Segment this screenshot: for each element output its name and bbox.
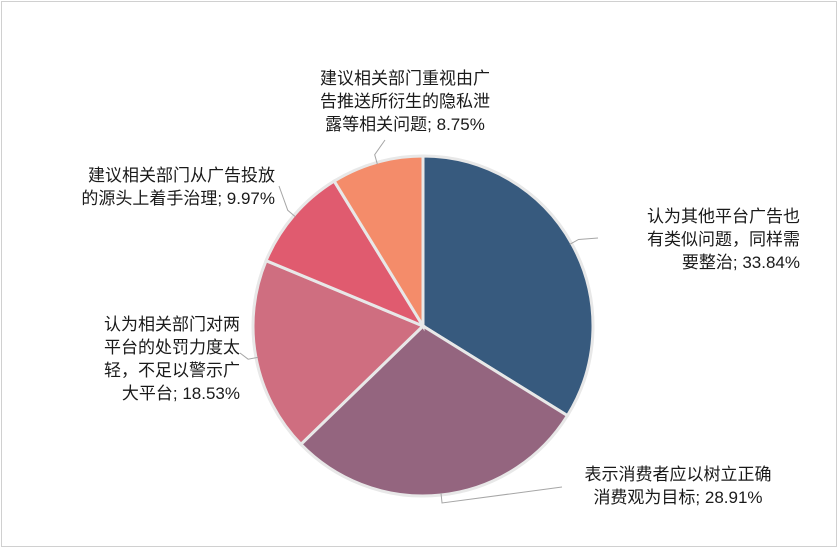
slice-label-penalty: 认为相关部门对两 平台的处罚力度太 轻，不足以警示广 大平台; 18.53%	[104, 315, 240, 403]
leader-line	[239, 352, 259, 360]
leader-line	[374, 139, 386, 165]
slice-label-other-platforms: 认为其他平台广告也 有类似问题，同样需 要整治; 33.84%	[647, 207, 800, 272]
leader-line	[569, 237, 599, 245]
leader-line	[440, 486, 563, 504]
leader-line	[278, 185, 296, 218]
slice-label-privacy: 建议相关部门重视由广 告推送所衍生的隐私泄 露等相关问题; 8.75%	[320, 69, 490, 134]
pie-slices	[251, 154, 595, 498]
slice-label-source-governance: 建议相关部门从广告投放 的源头上着手治理; 9.97%	[81, 166, 275, 208]
slice-label-consumers: 表示消费者应以树立正确 消费观为目标; 28.91%	[584, 465, 772, 507]
leader-lines	[239, 139, 599, 504]
